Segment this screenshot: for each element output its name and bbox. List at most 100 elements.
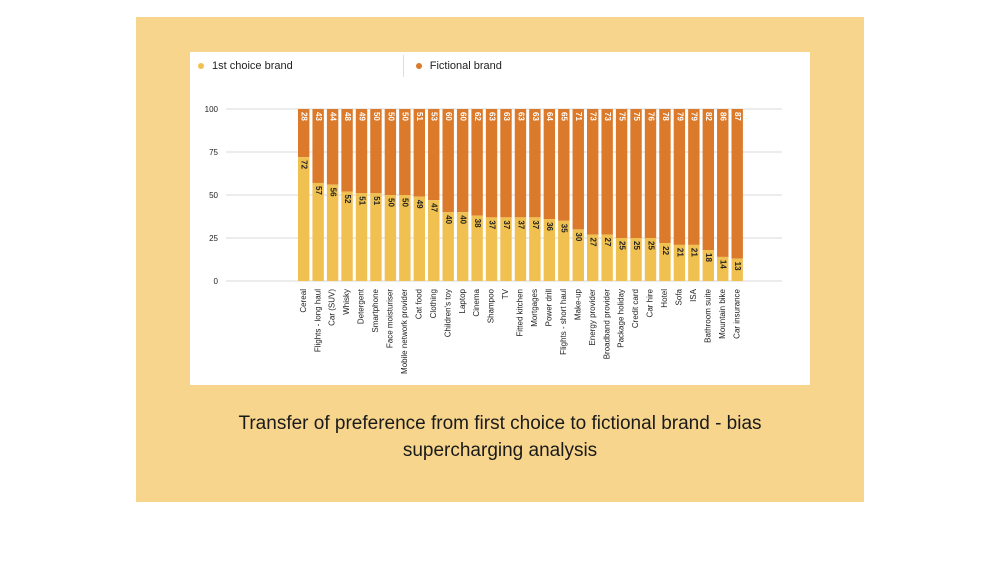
bar-first-choice-30 bbox=[731, 258, 743, 281]
data-label-fictional-10: 60 bbox=[444, 112, 453, 121]
bar-fictional-11 bbox=[456, 109, 469, 213]
x-tick-label-27: ISA bbox=[689, 288, 698, 302]
data-label-first-choice-15: 37 bbox=[516, 220, 525, 229]
x-tick-label-9: Clothing bbox=[429, 289, 438, 318]
bar-fictional-23 bbox=[630, 109, 642, 238]
bar-first-choice-5 bbox=[370, 193, 382, 281]
data-label-first-choice-9: 47 bbox=[430, 203, 439, 212]
data-label-fictional-14: 63 bbox=[502, 112, 511, 121]
legend-swatch-first-choice bbox=[198, 63, 204, 69]
bar-fictional-16 bbox=[529, 109, 541, 218]
bar-first-choice-0 bbox=[298, 157, 310, 281]
bar-first-choice-12 bbox=[471, 215, 483, 281]
bar-first-choice-20 bbox=[587, 234, 599, 281]
bar-fictional-8 bbox=[413, 109, 425, 197]
y-tick-label-25: 25 bbox=[209, 234, 218, 243]
x-tick-label-2: Car (SUV) bbox=[328, 289, 337, 326]
bar-first-choice-23 bbox=[630, 238, 642, 281]
bar-fictional-17 bbox=[543, 109, 556, 220]
data-label-fictional-25: 78 bbox=[661, 112, 670, 121]
x-tick-label-13: Shampoo bbox=[487, 288, 496, 323]
x-tick-label-21: Broadband provider bbox=[602, 289, 611, 360]
data-label-fictional-15: 63 bbox=[516, 112, 525, 121]
x-tick-label-3: Whisky bbox=[342, 289, 351, 315]
x-tick-label-1: Flights - long haul bbox=[313, 289, 322, 352]
data-label-fictional-22: 75 bbox=[617, 112, 626, 121]
data-label-first-choice-12: 38 bbox=[473, 219, 482, 228]
data-label-fictional-12: 62 bbox=[473, 112, 482, 121]
bar-first-choice-18 bbox=[558, 220, 570, 281]
bar-fictional-4 bbox=[355, 109, 368, 194]
bar-fictional-18 bbox=[558, 109, 570, 221]
data-label-fictional-30: 87 bbox=[733, 112, 742, 121]
data-label-first-choice-3: 52 bbox=[343, 195, 352, 204]
y-tick-label-0: 0 bbox=[214, 277, 219, 286]
bar-fictional-1 bbox=[312, 109, 324, 183]
x-tick-label-29: Mountain bike bbox=[718, 288, 727, 338]
legend-item-fictional[interactable]: Fictional brand bbox=[415, 60, 502, 72]
bar-fictional-20 bbox=[587, 109, 599, 235]
bar-fictional-25 bbox=[659, 109, 671, 244]
x-tick-label-18: Flights - short haul bbox=[559, 289, 568, 355]
data-label-fictional-8: 51 bbox=[415, 112, 424, 121]
data-label-fictional-6: 50 bbox=[386, 112, 395, 121]
data-label-fictional-26: 79 bbox=[675, 112, 684, 121]
data-label-fictional-29: 86 bbox=[719, 112, 728, 121]
data-label-fictional-9: 53 bbox=[430, 112, 439, 121]
bar-first-choice-29 bbox=[717, 256, 729, 281]
bar-fictional-9 bbox=[428, 109, 440, 201]
data-label-first-choice-29: 14 bbox=[719, 260, 728, 269]
bar-first-choice-8 bbox=[413, 196, 425, 281]
y-tick-label-50: 50 bbox=[209, 191, 218, 200]
data-label-fictional-3: 48 bbox=[343, 112, 352, 121]
data-label-first-choice-1: 57 bbox=[314, 186, 323, 195]
x-tick-label-24: Car hire bbox=[646, 288, 655, 317]
bar-first-choice-10 bbox=[442, 212, 454, 281]
bar-first-choice-26 bbox=[673, 244, 686, 281]
bar-fictional-28 bbox=[702, 109, 714, 251]
x-tick-label-10: Children's toy bbox=[443, 289, 452, 337]
data-label-first-choice-17: 36 bbox=[545, 222, 554, 231]
x-tick-label-7: Mobile network provider bbox=[400, 289, 409, 374]
data-label-first-choice-22: 25 bbox=[617, 241, 626, 250]
x-tick-label-20: Energy provider bbox=[588, 289, 597, 346]
data-label-first-choice-28: 18 bbox=[704, 253, 713, 262]
bar-fictional-13 bbox=[485, 109, 498, 218]
data-label-fictional-19: 71 bbox=[574, 112, 583, 121]
x-tick-label-28: Bathroom suite bbox=[703, 288, 712, 342]
x-tick-label-12: Cinema bbox=[472, 288, 481, 316]
data-label-first-choice-11: 40 bbox=[459, 215, 468, 224]
chart-card: 1st choice brand Fictional brand 0 25 50 75… bbox=[190, 52, 810, 385]
data-label-fictional-23: 75 bbox=[632, 112, 641, 121]
data-label-fictional-5: 50 bbox=[372, 112, 381, 121]
bar-fictional-26 bbox=[673, 109, 686, 245]
legend-swatch-fictional bbox=[415, 63, 422, 69]
y-tick-label-100: 100 bbox=[205, 105, 219, 114]
bar-first-choice-1 bbox=[312, 182, 324, 281]
bar-fictional-24 bbox=[644, 109, 657, 238]
chart-caption: Transfer of preference from first choice… bbox=[136, 410, 864, 464]
legend-divider bbox=[402, 55, 404, 77]
data-label-fictional-20: 73 bbox=[589, 112, 598, 121]
data-label-fictional-2: 44 bbox=[328, 112, 337, 121]
y-tick-label-75: 75 bbox=[209, 148, 218, 157]
bar-fictional-14 bbox=[500, 109, 512, 218]
data-label-fictional-13: 63 bbox=[487, 112, 496, 121]
legend-item-first-choice[interactable]: 1st choice brand bbox=[190, 60, 293, 72]
caption-line-2: supercharging analysis bbox=[402, 440, 598, 461]
data-label-fictional-1: 43 bbox=[314, 112, 323, 121]
data-label-first-choice-0: 72 bbox=[300, 160, 309, 169]
data-label-fictional-18: 65 bbox=[560, 112, 569, 121]
bar-fictional-22 bbox=[615, 109, 628, 238]
x-tick-label-6: Face moisturiser bbox=[386, 289, 395, 348]
bar-first-choice-9 bbox=[428, 200, 440, 281]
x-tick-label-17: Power drill bbox=[544, 289, 553, 327]
bar-fictional-3 bbox=[341, 109, 353, 192]
bar-first-choice-3 bbox=[341, 191, 353, 281]
chart-legend: 1st choice brand Fictional brand bbox=[190, 52, 810, 80]
bar-first-choice-19 bbox=[572, 229, 584, 281]
data-label-first-choice-27: 21 bbox=[690, 248, 699, 257]
data-label-fictional-0: 28 bbox=[300, 112, 309, 121]
data-label-first-choice-21: 27 bbox=[603, 238, 612, 247]
bar-first-choice-6 bbox=[384, 195, 397, 281]
